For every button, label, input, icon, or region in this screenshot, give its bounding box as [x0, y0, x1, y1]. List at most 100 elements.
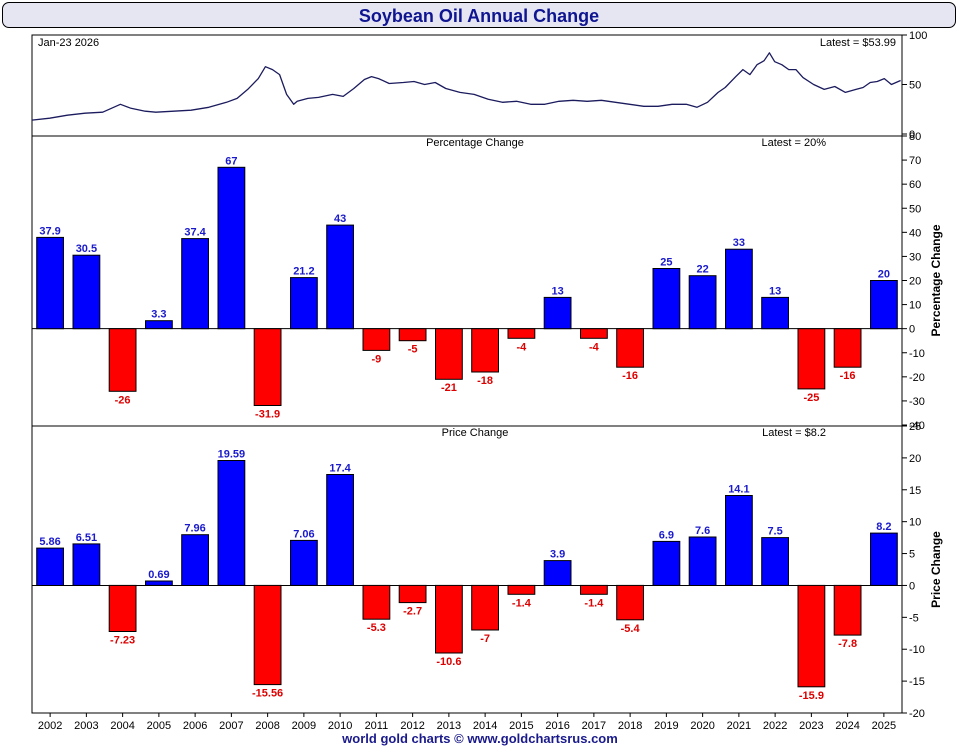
pct-bar-2011 — [362, 328, 391, 351]
price-change-bar-2006 — [181, 534, 209, 587]
price-change-data-label: 7.96 — [184, 523, 205, 535]
x-tick-label: 2010 — [328, 720, 352, 732]
y-tick-label: 15 — [909, 485, 921, 497]
x-tick-label: 2007 — [219, 720, 243, 732]
price-change-data-label: 7.5 — [767, 526, 782, 538]
x-tick-label: 2024 — [835, 720, 859, 732]
pct-bar-2018 — [616, 328, 645, 368]
y-tick-label: -10 — [909, 644, 925, 656]
price-change-bar-2024 — [833, 584, 862, 636]
price-change-data-label: -7.8 — [838, 638, 857, 650]
x-tick-label: 2015 — [509, 720, 533, 732]
pct-bar-2007 — [217, 166, 246, 330]
x-tick-label: 2020 — [690, 720, 714, 732]
price-change-data-label: -1.4 — [584, 597, 604, 609]
pct-data-label: -26 — [115, 394, 131, 406]
price-change-data-label: 17.4 — [329, 463, 351, 475]
pct-y-axis: -40 -30 -20 -10 0 10 20 30 40 50 60 70 80 — [902, 131, 925, 432]
y-tick-label: 80 — [909, 131, 921, 143]
pct-bar-2022 — [761, 296, 790, 330]
pct-data-label: 30.5 — [76, 243, 97, 255]
price-change-bar-2004 — [108, 584, 137, 633]
price-change-bar-2023 — [797, 584, 826, 688]
y-tick-label: -20 — [909, 372, 925, 384]
y-tick-label: 100 — [909, 30, 927, 42]
pct-bar-2004 — [108, 328, 137, 392]
price-change-bar-2022 — [761, 537, 790, 586]
y-tick-label: 25 — [909, 421, 921, 433]
x-tick-label: 2022 — [763, 720, 787, 732]
x-tick-label: 2021 — [727, 720, 751, 732]
plot-border — [31, 34, 903, 714]
pct-bar-2009 — [290, 277, 318, 330]
y-tick-label: 20 — [909, 453, 921, 465]
latest-price-label: Latest = $53.99 — [820, 37, 896, 49]
chart-title: Soybean Oil Annual Change — [2, 2, 956, 28]
y-tick-label: 50 — [909, 203, 921, 215]
x-tick-label: 2003 — [74, 720, 98, 732]
pct-bar-2014 — [471, 328, 500, 373]
y-tick-label: 20 — [909, 276, 921, 288]
price-change-data-label: -1.4 — [512, 597, 532, 609]
pct-data-label: 33 — [733, 237, 745, 249]
x-tick-label: 2008 — [255, 720, 279, 732]
pct-bar-2002 — [36, 236, 64, 330]
price-change-bar-2014 — [471, 584, 500, 631]
pct-bar-2012 — [398, 328, 427, 342]
pct-data-label: 25 — [660, 257, 672, 269]
price-change-panel-title: Price Change — [442, 427, 509, 439]
price-change-bar-2003 — [72, 543, 101, 586]
x-tick-label: 2025 — [872, 720, 896, 732]
pct-data-label: -21 — [441, 382, 457, 394]
price-change-bar-2013 — [435, 584, 463, 654]
pct-data-label: -16 — [840, 370, 856, 382]
price-change-data-label: 7.06 — [293, 528, 314, 540]
price-change-data-label: 3.9 — [550, 549, 565, 561]
price-change-bar-2002 — [36, 547, 64, 586]
pct-data-label: -4 — [589, 341, 600, 353]
x-tick-label: 2023 — [799, 720, 823, 732]
price-change-data-label: 14.1 — [728, 484, 749, 496]
pct-data-label: 22 — [696, 264, 708, 276]
price-change-data-label: -15.9 — [799, 690, 824, 702]
price-change-data-label: -15.56 — [252, 688, 283, 700]
x-tick-label: 2011 — [365, 720, 389, 732]
pct-bar-2010 — [326, 224, 355, 330]
x-tick-label: 2009 — [292, 720, 316, 732]
x-tick-label: 2002 — [38, 720, 62, 732]
y-tick-label: 30 — [909, 251, 921, 263]
y-tick-label: -40 — [909, 420, 925, 432]
price-change-latest-label: Latest = $8.2 — [762, 427, 826, 439]
pct-data-label: -25 — [803, 392, 819, 404]
price-change-bar-2020 — [688, 536, 717, 586]
y-tick-label: -10 — [909, 348, 925, 360]
y-tick-label: 10 — [909, 517, 921, 529]
y-tick-label: 0 — [909, 324, 915, 336]
y-tick-label: 40 — [909, 227, 921, 239]
y-tick-label: 0 — [909, 580, 915, 592]
date-label: Jan-23 2026 — [38, 37, 99, 49]
pct-axis-label: Percentage Change — [929, 224, 943, 336]
x-tick-label: 2013 — [437, 720, 461, 732]
pct-data-label: 67 — [225, 155, 237, 167]
price-change-data-label: 6.51 — [76, 532, 97, 544]
y-tick-label: 10 — [909, 300, 921, 312]
y-tick-label: 70 — [909, 155, 921, 167]
price-change-data-label: 5.86 — [39, 536, 60, 548]
pct-data-label: 13 — [769, 285, 781, 297]
price-change-bar-2005 — [145, 580, 173, 586]
price-change-axis-label: Price Change — [929, 531, 943, 608]
pct-bar-2016 — [543, 296, 572, 330]
price-change-bar-2021 — [725, 495, 753, 586]
price-change-bar-2008 — [253, 584, 282, 686]
pct-bar-2017 — [580, 328, 608, 339]
footer-credit: world gold charts © www.goldchartsrus.co… — [342, 731, 618, 746]
pct-bar-2020 — [688, 275, 717, 330]
y-tick-label: 50 — [909, 80, 921, 92]
pct-bar-2025 — [870, 280, 898, 330]
pct-bar-2006 — [181, 238, 209, 330]
y-tick-label: -30 — [909, 396, 925, 408]
pct-data-label: 20 — [878, 269, 890, 281]
pct-data-label: 37.4 — [184, 227, 206, 239]
